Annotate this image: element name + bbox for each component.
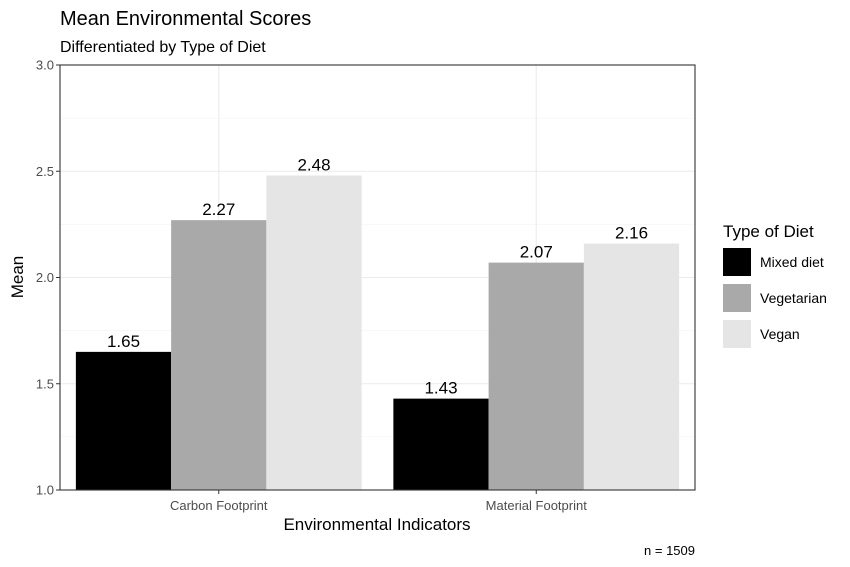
- caption: n = 1509: [644, 543, 695, 558]
- plot-area: 1.0 1.5 2.0 2.5 3.0 1.65 2.27 2.48 Carbon Footpr…: [36, 58, 696, 513]
- bar: [393, 398, 489, 490]
- legend-key: [723, 320, 751, 348]
- x-axis-title: Environmental Indicators: [283, 515, 470, 534]
- y-tick-label: 1.5: [36, 376, 54, 391]
- legend: Type of Diet Mixed diet Vegetarian Vegan: [723, 222, 827, 348]
- bar-value-label: 1.65: [107, 332, 140, 351]
- plot-border: [59, 64, 696, 491]
- y-tick-label: 3.0: [36, 58, 54, 73]
- y-tick-label: 1.0: [36, 483, 54, 498]
- bar: [171, 220, 267, 490]
- chart-subtitle: Differentiated by Type of Diet: [60, 39, 266, 56]
- bar: [266, 175, 362, 490]
- y-tick-label: 2.0: [36, 270, 54, 285]
- legend-title: Type of Diet: [723, 222, 814, 241]
- x-tick-label: Carbon Footprint: [170, 498, 268, 513]
- y-axis-title: Mean: [8, 256, 27, 299]
- legend-key: [723, 284, 751, 312]
- bar: [583, 243, 680, 490]
- legend-label: Vegan: [760, 326, 800, 342]
- bar-value-label: 1.43: [424, 379, 457, 398]
- x-tick-label: Material Footprint: [486, 498, 588, 513]
- bar: [75, 351, 172, 490]
- bar-value-label: 2.16: [615, 224, 648, 243]
- bar-value-label: 2.48: [297, 156, 330, 175]
- legend-label: Mixed diet: [760, 254, 824, 270]
- bar-value-label: 2.27: [202, 200, 235, 219]
- y-tick-label: 2.5: [36, 164, 54, 179]
- legend-key: [723, 248, 751, 276]
- legend-label: Vegetarian: [760, 290, 827, 306]
- bar-value-label: 2.07: [520, 243, 553, 262]
- bar: [488, 262, 584, 490]
- chart-title: Mean Environmental Scores: [60, 8, 311, 30]
